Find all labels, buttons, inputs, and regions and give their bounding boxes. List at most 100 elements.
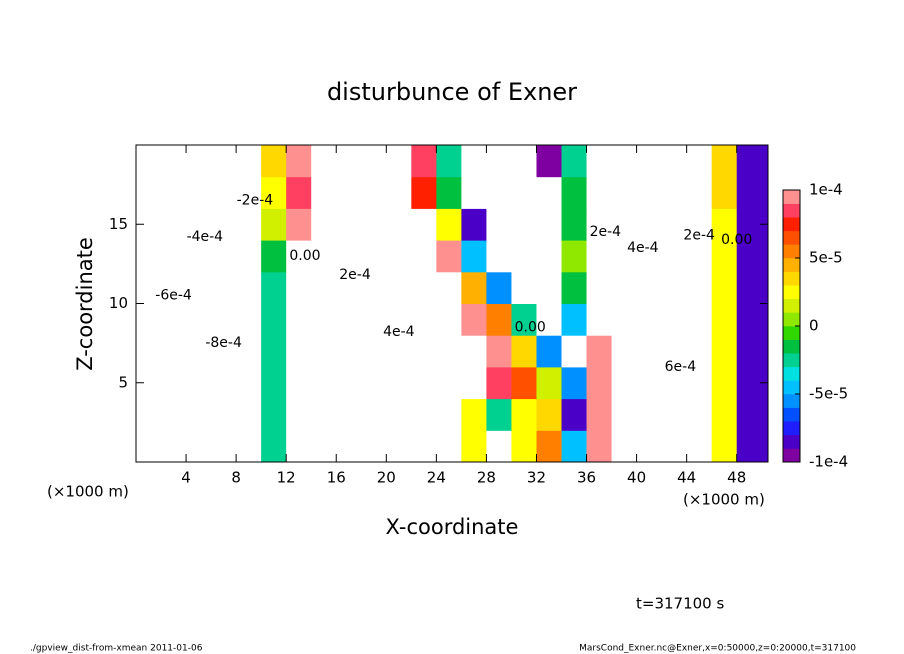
- colorbar-band: [783, 326, 800, 340]
- field-cell: [186, 303, 212, 336]
- field-cell: [511, 398, 537, 431]
- field-cell: [361, 271, 387, 304]
- field-cell: [236, 303, 262, 336]
- field-cell: [286, 303, 312, 336]
- y-tick-label: 15: [109, 215, 128, 233]
- field-cell: [361, 430, 387, 463]
- field-cell: [336, 335, 362, 368]
- field-cell: [336, 303, 362, 336]
- field-cell: [211, 240, 237, 273]
- field-cell: [661, 366, 688, 400]
- colorbar-band: [783, 244, 800, 259]
- field-cell: [411, 240, 437, 273]
- field-cell: [311, 398, 337, 431]
- field-cell: [311, 366, 337, 400]
- field-cell: [661, 208, 688, 241]
- field-cell: [411, 303, 437, 336]
- contour-label: 0.00: [515, 319, 546, 335]
- field-cell: [136, 145, 162, 178]
- x-tick-label: 44: [677, 469, 696, 487]
- field-cell: [161, 145, 187, 178]
- field-cell: [486, 366, 512, 400]
- field-cell: [311, 271, 337, 304]
- field-cell: [736, 335, 769, 368]
- field-cell: [386, 176, 412, 209]
- x-tick-label: 48: [727, 469, 746, 487]
- field-cell: [536, 271, 563, 304]
- field-cell: [236, 145, 262, 178]
- field-cell: [511, 430, 537, 463]
- field-cell: [336, 176, 362, 209]
- field-cell: [336, 240, 362, 273]
- y-axis-label: Z-coordinate: [73, 237, 97, 371]
- colorbar-band: [783, 285, 800, 300]
- field-cell: [436, 240, 462, 273]
- contour-label: 4e-4: [383, 324, 415, 340]
- field-cell: [211, 271, 237, 304]
- field-cell: [211, 145, 237, 178]
- colorbar-tick-label: 0: [809, 317, 819, 335]
- field-cell: [636, 240, 663, 273]
- field-cell: [336, 430, 362, 463]
- contour-label: -2e-4: [237, 192, 274, 208]
- field-cell: [686, 366, 713, 400]
- field-cell: [311, 145, 337, 178]
- field-cell: [336, 398, 362, 431]
- colorbar-band: [783, 448, 800, 463]
- field-cell: [711, 240, 738, 273]
- colorbar-tick-label: 1e-4: [809, 181, 843, 199]
- field-cell: [211, 366, 237, 400]
- field-cell: [211, 398, 237, 431]
- field-cell: [136, 271, 162, 304]
- field-cell: [711, 208, 738, 241]
- field-cell: [461, 176, 487, 209]
- field-cell: [261, 145, 287, 178]
- field-cell: [511, 303, 537, 336]
- x-tick-label: 24: [427, 469, 446, 487]
- field-cell: [286, 208, 312, 241]
- field-cell: [586, 398, 613, 431]
- field-cell: [436, 145, 462, 178]
- colorbar-band: [783, 230, 800, 245]
- field-cell: [636, 176, 663, 209]
- field-cell: [461, 208, 487, 241]
- field-cell: [686, 335, 713, 368]
- field-cell: [361, 176, 387, 209]
- colorbar-band: [783, 217, 800, 232]
- field-cell: [736, 430, 769, 463]
- field-cell: [186, 176, 212, 209]
- field-cell: [561, 271, 588, 304]
- field-cell: [511, 335, 537, 368]
- field-cell: [611, 208, 638, 241]
- field-cell: [436, 335, 462, 368]
- field-cell: [461, 335, 487, 368]
- field-cell: [211, 430, 237, 463]
- field-cell: [486, 398, 512, 431]
- field-cell: [486, 303, 512, 336]
- field-cell: [711, 398, 738, 431]
- field-cell: [536, 430, 563, 463]
- field-cell: [136, 240, 162, 273]
- field-cell: [336, 366, 362, 400]
- field-cell: [711, 271, 738, 304]
- field-cell: [436, 208, 462, 241]
- field-cell: [436, 366, 462, 400]
- colorbar-band: [783, 271, 800, 286]
- field-cell: [261, 271, 287, 304]
- field-cell: [636, 398, 663, 431]
- field-cell: [411, 366, 437, 400]
- x-unit-right: (×1000 m): [683, 491, 765, 509]
- field-cell: [586, 430, 613, 463]
- contour-label: -4e-4: [187, 229, 224, 245]
- field-cell: [136, 176, 162, 209]
- contour-label: 2e-4: [339, 267, 371, 283]
- field-cell: [261, 366, 287, 400]
- field-cell: [286, 430, 312, 463]
- field-cell: [361, 366, 387, 400]
- field-cell: [611, 176, 638, 209]
- field-cell: [611, 240, 638, 273]
- field-cell: [686, 430, 713, 463]
- field-cell: [186, 398, 212, 431]
